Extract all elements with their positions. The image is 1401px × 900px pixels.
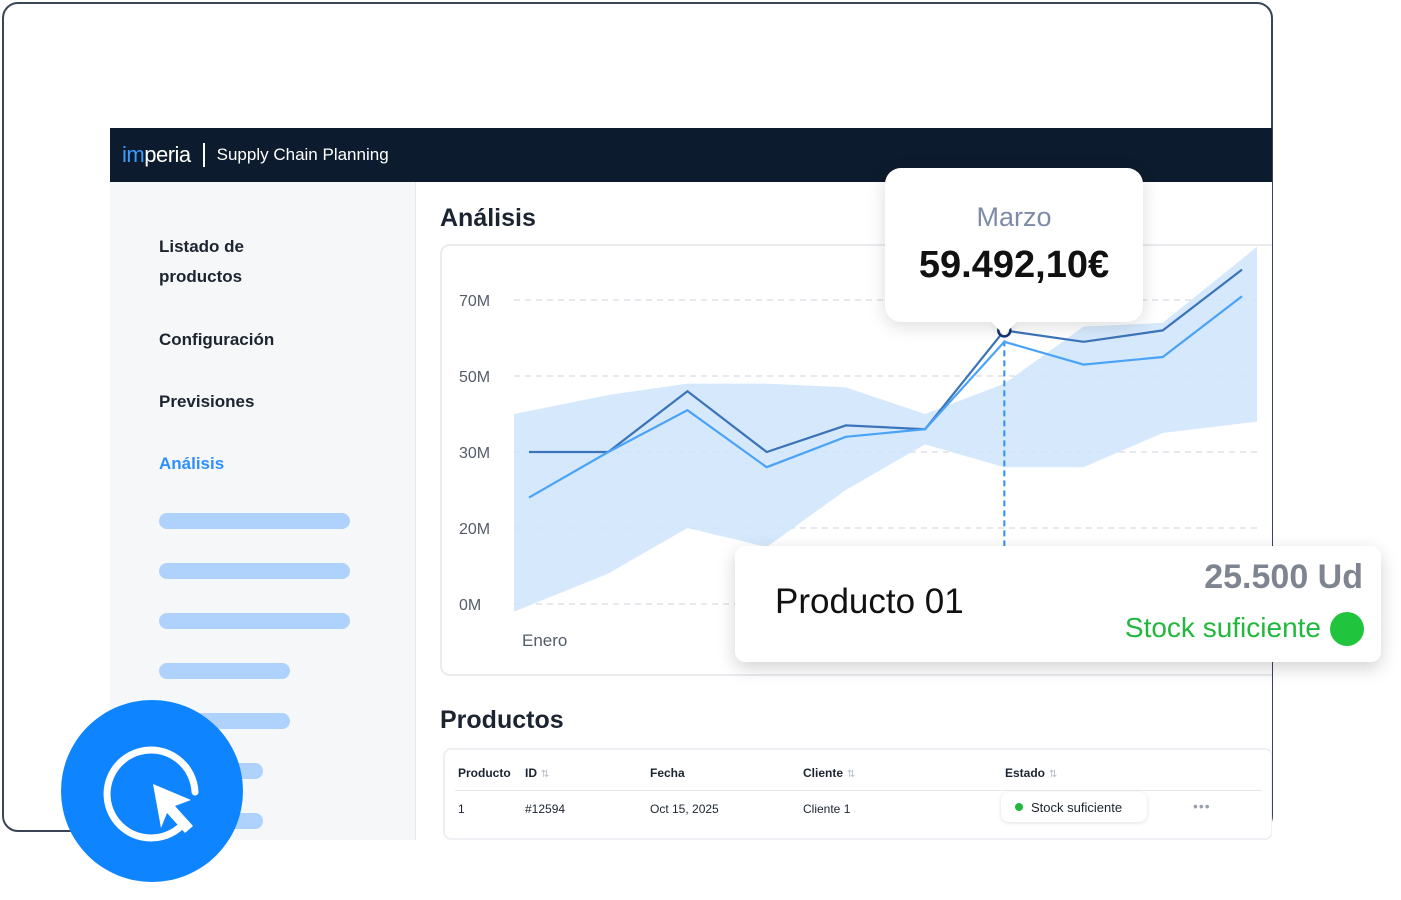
app-window: imperia Supply Chain Planning Listado de…	[110, 128, 1272, 840]
y-tick-label: 0M	[459, 597, 481, 614]
column-header-cliente-label: Cliente	[803, 766, 844, 780]
sidebar-item-listado-de-productos[interactable]: Listado de productos	[159, 237, 245, 286]
column-header-id[interactable]: ID ⇅	[525, 766, 549, 780]
sidebar-item-analisis[interactable]: Análisis	[159, 454, 225, 473]
column-header-estado[interactable]: Estado ⇅	[1005, 766, 1057, 780]
product-name: Producto 01	[775, 582, 964, 621]
x-tick-label: Enero	[522, 631, 567, 650]
logo-suffix: peria	[144, 142, 191, 167]
product-stock-card[interactable]: Producto 01 25.500 Ud Stock suficiente	[735, 546, 1381, 662]
status-dot-icon	[1015, 803, 1023, 811]
sort-icon[interactable]: ⇅	[847, 769, 856, 780]
column-header-fecha[interactable]: Fecha	[650, 766, 685, 780]
products-title: Productos	[440, 706, 564, 734]
confidence-band	[514, 246, 1257, 612]
series-line-1	[529, 268, 1243, 454]
chart-tooltip: Marzo 59.492,10€	[885, 168, 1143, 322]
app-subtitle: Supply Chain Planning	[216, 145, 389, 164]
y-tick-label: 70M	[459, 293, 490, 310]
sidebar-item-configuracion[interactable]: Configuración	[159, 330, 275, 349]
column-header-estado-label: Estado	[1005, 766, 1046, 780]
y-tick-label: 50M	[459, 369, 490, 386]
main-area: Análisis 70M 50M 30M 20M 0M Enero Productos P…	[415, 182, 1272, 840]
sidebar-placeholder-bar	[159, 613, 350, 629]
tooltip-value: 59.492,10€	[918, 244, 1110, 286]
column-header-id-label: ID	[525, 766, 537, 780]
cursor-click-icon	[103, 746, 199, 842]
cell-fecha: Oct 15, 2025	[650, 802, 719, 816]
sort-icon[interactable]: ⇅	[1049, 769, 1058, 780]
logo-prefix: im	[122, 142, 145, 167]
y-tick-label: 30M	[459, 445, 490, 462]
products-table: Producto ID ⇅ Fecha Cliente ⇅ Estado ⇅ 1 #1…	[443, 748, 1272, 840]
cell-producto: 1	[458, 802, 465, 816]
analysis-title: Análisis	[440, 204, 536, 232]
sort-icon[interactable]: ⇅	[541, 769, 550, 780]
sidebar-placeholder-bar	[159, 663, 290, 679]
sidebar-placeholder-bar	[159, 513, 350, 529]
analysis-chart[interactable]: 70M 50M 30M 20M 0M Enero	[442, 246, 1272, 678]
product-status: Stock suficiente	[1124, 612, 1321, 643]
status-badge: Stock suficiente	[1001, 792, 1147, 822]
y-tick-label: 20M	[459, 521, 490, 538]
column-header-producto[interactable]: Producto	[458, 766, 511, 780]
product-quantity: 25.500 Ud	[1204, 558, 1363, 596]
logo-divider	[202, 143, 205, 167]
status-indicator-icon	[1330, 612, 1364, 646]
cursor-click-button[interactable]	[61, 700, 243, 882]
tooltip-month: Marzo	[976, 202, 1052, 232]
cell-id: #12594	[525, 802, 566, 816]
cell-cliente: Cliente 1	[803, 802, 851, 816]
more-horizontal-icon[interactable]: •••	[1193, 798, 1211, 814]
sidebar-placeholder-bar	[159, 563, 350, 579]
series-line-2	[528, 295, 1243, 499]
sidebar-item-previsiones[interactable]: Previsiones	[159, 392, 255, 411]
status-badge-label: Stock suficiente	[1031, 799, 1123, 815]
app-logo[interactable]: imperia	[122, 142, 191, 168]
table-divider	[455, 790, 1261, 791]
column-header-cliente[interactable]: Cliente ⇅	[803, 766, 855, 780]
